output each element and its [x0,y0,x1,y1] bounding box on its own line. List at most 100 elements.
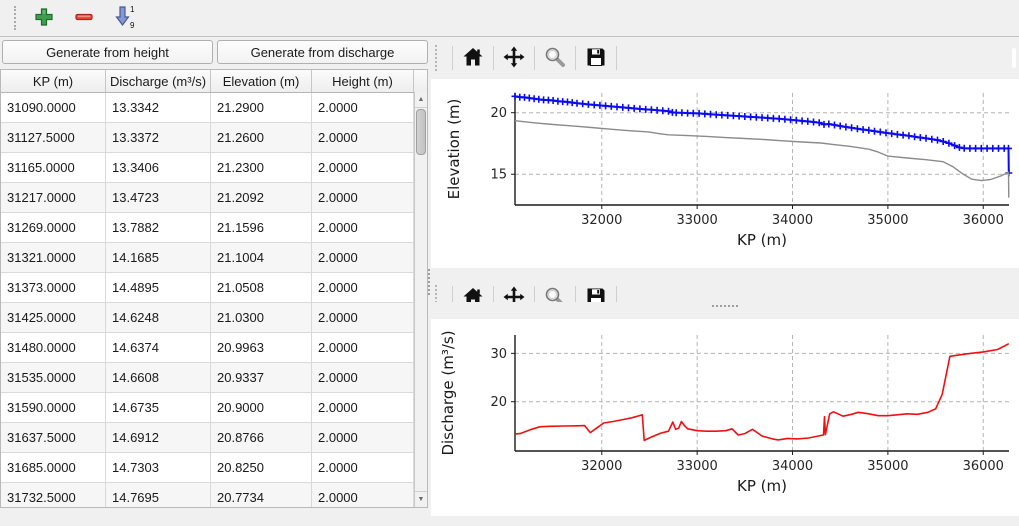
table-cell[interactable]: 31637.5000 [1,423,106,453]
table-row[interactable]: 31732.5000 14.7695 20.7734 2.0000 [1,483,427,507]
zoom-button[interactable] [540,42,570,74]
table-cell[interactable]: 31269.0000 [1,213,106,243]
toolbar-drag-handle[interactable] [14,6,20,30]
table-row[interactable]: 31269.0000 13.7882 21.1596 2.0000 [1,213,427,243]
table-cell[interactable]: 21.2600 [211,123,312,153]
pan-button[interactable] [499,282,529,314]
table-cell[interactable]: 14.4895 [106,273,211,303]
table-cell[interactable]: 31685.0000 [1,453,106,483]
table-cell[interactable]: 21.0300 [211,303,312,333]
zoom-button[interactable] [540,282,570,314]
toolbar-drag-handle[interactable] [435,285,441,311]
table-cell[interactable]: 31425.0000 [1,303,106,333]
table-cell[interactable]: 21.0508 [211,273,312,303]
table-cell[interactable]: 2.0000 [312,303,414,333]
scrollbar-down-icon[interactable]: ▼ [415,491,427,507]
table-cell[interactable]: 14.7695 [106,483,211,507]
right-panel-scrollbar[interactable] [1012,48,1016,68]
table-row[interactable]: 31165.0000 13.3406 21.2300 2.0000 [1,153,427,183]
save-button[interactable] [581,282,611,314]
table-cell[interactable]: 21.2300 [211,153,312,183]
remove-row-button[interactable] [68,3,100,33]
toolbar-drag-handle[interactable] [435,45,441,71]
table-row[interactable]: 31480.0000 14.6374 20.9963 2.0000 [1,333,427,363]
table-row[interactable]: 31373.0000 14.4895 21.0508 2.0000 [1,273,427,303]
table-cell[interactable]: 31127.5000 [1,123,106,153]
elevation-chart[interactable]: 32000 33000 34000 35000 36000 15 20 KP (m) Eleva… [431,79,1019,268]
table-cell[interactable]: 14.6374 [106,333,211,363]
discharge-chart[interactable]: 32000 33000 34000 35000 36000 20 30 KP (m) Disch… [431,319,1019,516]
table-cell[interactable]: 2.0000 [312,123,414,153]
table-row[interactable]: 31217.0000 13.4723 21.2092 2.0000 [1,183,427,213]
table-cell[interactable]: 2.0000 [312,183,414,213]
table-cell[interactable]: 14.6608 [106,363,211,393]
table-row[interactable]: 31637.5000 14.6912 20.8766 2.0000 [1,423,427,453]
table-cell[interactable]: 2.0000 [312,363,414,393]
table-cell[interactable]: 2.0000 [312,93,414,123]
table-cell[interactable]: 31373.0000 [1,273,106,303]
table-cell[interactable]: 21.1596 [211,213,312,243]
table-row[interactable]: 31321.0000 14.1685 21.1004 2.0000 [1,243,427,273]
table-cell[interactable]: 20.8250 [211,453,312,483]
table-cell[interactable]: 2.0000 [312,453,414,483]
generate-from-discharge-button[interactable]: Generate from discharge [217,40,428,64]
table-cell[interactable]: 2.0000 [312,423,414,453]
table-cell[interactable]: 2.0000 [312,393,414,423]
scrollbar-up-icon[interactable]: ▲ [415,92,427,108]
x-tick-label: 34000 [772,459,813,474]
save-button[interactable] [581,42,611,74]
table-cell[interactable]: 31480.0000 [1,333,106,363]
pan-button[interactable] [499,42,529,74]
table-cell[interactable]: 14.6912 [106,423,211,453]
table-cell[interactable]: 20.9337 [211,363,312,393]
table-cell[interactable]: 13.7882 [106,213,211,243]
table-cell[interactable]: 2.0000 [312,273,414,303]
vertical-splitter[interactable] [428,37,431,526]
table-row[interactable]: 31535.0000 14.6608 20.9337 2.0000 [1,363,427,393]
home-button[interactable] [458,42,488,74]
home-button[interactable] [458,282,488,314]
column-header-elevation[interactable]: Elevation (m) [211,70,312,92]
table-cell[interactable]: 21.1004 [211,243,312,273]
table-cell[interactable]: 13.4723 [106,183,211,213]
horizontal-splitter[interactable] [431,302,1019,311]
table-vertical-scrollbar[interactable]: ▲ ▼ [414,92,427,507]
table-cell[interactable]: 2.0000 [312,333,414,363]
table-row[interactable]: 31425.0000 14.6248 21.0300 2.0000 [1,303,427,333]
column-header-kp[interactable]: KP (m) [1,70,106,92]
table-cell[interactable]: 31321.0000 [1,243,106,273]
table-cell[interactable]: 14.6735 [106,393,211,423]
table-row[interactable]: 31127.5000 13.3372 21.2600 2.0000 [1,123,427,153]
add-row-button[interactable] [28,3,60,33]
sort-button[interactable]: 1 9 [108,3,140,33]
column-header-height[interactable]: Height (m) [312,70,414,92]
table-cell[interactable]: 20.8766 [211,423,312,453]
table-cell[interactable]: 21.2092 [211,183,312,213]
table-cell[interactable]: 14.1685 [106,243,211,273]
table-cell[interactable]: 21.2900 [211,93,312,123]
table-cell[interactable]: 31535.0000 [1,363,106,393]
scrollbar-thumb[interactable] [416,109,426,155]
table-cell[interactable]: 31590.0000 [1,393,106,423]
generate-from-height-button[interactable]: Generate from height [2,40,213,64]
table-cell[interactable]: 31217.0000 [1,183,106,213]
column-header-discharge[interactable]: Discharge (m³/s) [106,70,211,92]
table-cell[interactable]: 13.3406 [106,153,211,183]
table-cell[interactable]: 20.9963 [211,333,312,363]
table-row[interactable]: 31590.0000 14.6735 20.9000 2.0000 [1,393,427,423]
table-row[interactable]: 31090.0000 13.3342 21.2900 2.0000 [1,93,427,123]
table-cell[interactable]: 2.0000 [312,243,414,273]
table-cell[interactable]: 31732.5000 [1,483,106,507]
table-cell[interactable]: 14.7303 [106,453,211,483]
table-cell[interactable]: 31090.0000 [1,93,106,123]
table-cell[interactable]: 13.3372 [106,123,211,153]
table-cell[interactable]: 13.3342 [106,93,211,123]
table-row[interactable]: 31685.0000 14.7303 20.8250 2.0000 [1,453,427,483]
table-cell[interactable]: 20.7734 [211,483,312,507]
table-cell[interactable]: 2.0000 [312,213,414,243]
table-cell[interactable]: 31165.0000 [1,153,106,183]
table-cell[interactable]: 2.0000 [312,153,414,183]
table-cell[interactable]: 2.0000 [312,483,414,507]
table-cell[interactable]: 20.9000 [211,393,312,423]
table-cell[interactable]: 14.6248 [106,303,211,333]
